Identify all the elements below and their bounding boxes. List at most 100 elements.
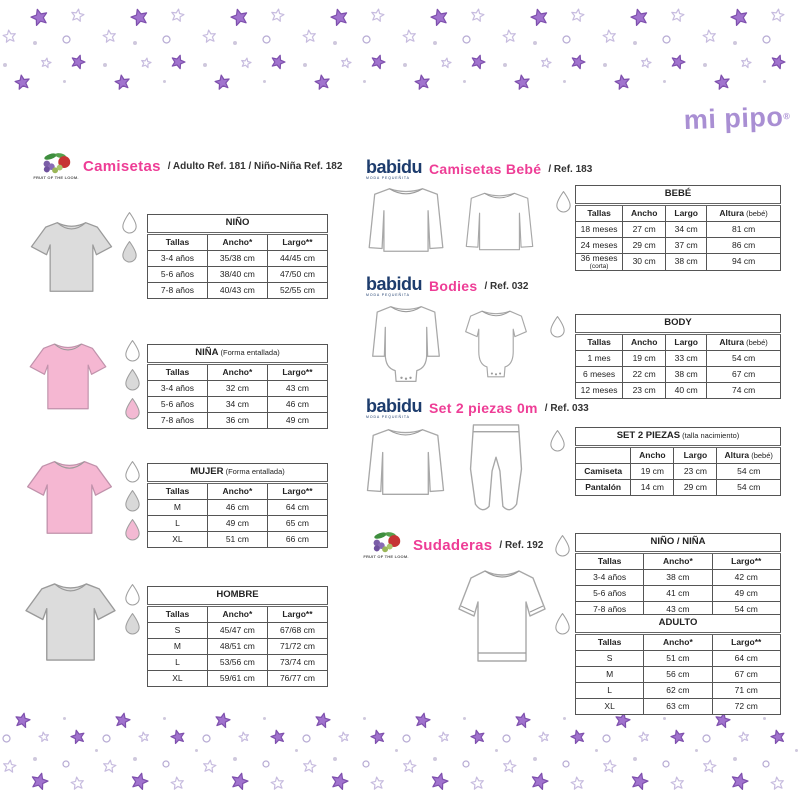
filled-star-icon: [531, 772, 549, 790]
table-row: XL 51 cm 66 cm: [147, 531, 329, 548]
tshirt-mujer-illustration: [26, 461, 113, 534]
size-table: MUJER (Forma entallada) Tallas Ancho* Largo…: [147, 463, 329, 548]
table-row: 18 meses 27 cm 34 cm 81 cm: [574, 221, 781, 238]
table-row: 5-6 años 41 cm 49 cm: [574, 585, 781, 602]
sudaderas-header: FRUIT OF THE LOOM. Sudaderas / Ref. 192: [363, 531, 543, 559]
filled-star-icon: [470, 729, 485, 745]
filled-star-icon: [615, 712, 631, 728]
outline-star-icon: [2, 29, 16, 43]
filled-star-icon: [370, 729, 385, 745]
water-drop-icon: [125, 340, 140, 362]
filled-star-icon: [170, 729, 185, 745]
dot-icon: [103, 63, 107, 67]
water-drop-icon: [555, 535, 570, 557]
circle-icon: [402, 734, 411, 743]
color-drops-sudnino: [553, 534, 572, 558]
circle-icon: [602, 734, 611, 743]
outline-star-icon: [670, 776, 684, 790]
table-row: XL 63 cm 72 cm: [574, 698, 781, 715]
filled-star-icon: [71, 54, 86, 70]
table-row: L 62 cm 71 cm: [574, 682, 781, 699]
table-sudadera-nino: NIÑO / NIÑA Tallas Ancho* Largo** 3-4 años 38…: [574, 533, 781, 618]
filled-star-icon: [730, 8, 748, 26]
dot-icon: [33, 41, 37, 45]
dot-icon: [733, 757, 737, 761]
outline-star-icon: [71, 8, 85, 22]
circle-icon: [102, 734, 111, 743]
filled-star-icon: [571, 54, 586, 70]
table-row: M 48/51 cm 71/72 cm: [147, 638, 329, 655]
color-drops-adulto: [553, 612, 572, 636]
outline-star-icon: [538, 731, 549, 743]
outline-star-icon: [270, 776, 284, 790]
dot-icon: [763, 717, 766, 720]
water-drop-icon: [125, 398, 140, 420]
color-drops-hombre: [123, 583, 142, 636]
dot-icon: [263, 717, 266, 720]
filled-star-icon: [771, 54, 786, 70]
table-title-row: BODY: [575, 314, 781, 335]
set-pants-illustration: [469, 424, 523, 511]
dot-icon: [233, 41, 237, 45]
outline-star-icon: [403, 759, 417, 773]
babidu-wordmark: babidu: [366, 274, 423, 294]
table-header-row: Tallas Ancho* Largo**: [574, 633, 781, 651]
circle-icon: [162, 35, 171, 44]
dot-icon: [633, 757, 637, 761]
outline-star-icon: [641, 57, 652, 69]
table-title-row: SET 2 PIEZAS (talla nacimiento): [575, 427, 781, 448]
outline-star-icon: [770, 776, 784, 790]
outline-star-icon: [638, 731, 649, 743]
tshirt-nina-illustration: [29, 343, 107, 410]
dot-icon: [395, 749, 398, 752]
dot-icon: [95, 749, 98, 752]
filled-star-icon: [331, 772, 349, 790]
color-drops-set: [548, 429, 567, 453]
outline-star-icon: [441, 57, 452, 69]
tshirt-nino-illustration: [30, 222, 113, 292]
fruit-of-the-loom-logo: FRUIT OF THE LOOM.: [363, 531, 408, 559]
outline-star-icon: [741, 57, 752, 69]
outline-star-icon: [70, 776, 84, 790]
table-header-row: Tallas Ancho* Largo**: [574, 552, 781, 570]
dot-icon: [795, 749, 798, 752]
outline-star-icon: [238, 731, 249, 743]
outline-star-icon: [171, 8, 185, 22]
section-title-sudaderas: Sudaderas: [413, 536, 493, 554]
dot-icon: [603, 63, 607, 67]
dot-icon: [763, 80, 766, 83]
water-drop-icon: [125, 613, 140, 635]
outline-star-icon: [370, 776, 384, 790]
babidu-tagline: moda pequeñita: [366, 176, 410, 180]
table-bebe: BEBÉ Tallas Ancho Largo Altura (bebé) 18 mese…: [574, 185, 781, 272]
outline-star-icon: [302, 29, 316, 43]
filled-star-icon: [415, 712, 431, 728]
table-row: Camiseta 19 cm 23 cm 54 cm: [574, 463, 781, 480]
dot-icon: [63, 80, 66, 83]
filled-star-icon: [471, 54, 486, 70]
outline-star-icon: [438, 731, 449, 743]
water-drop-icon: [122, 241, 137, 263]
color-drops-nina: [123, 339, 142, 421]
table-header-row: Tallas Ancho Largo Altura (bebé): [574, 204, 781, 222]
circle-icon: [462, 760, 470, 768]
filled-star-icon: [30, 8, 48, 26]
size-table: SET 2 PIEZAS (talla nacimiento) Ancho Larg…: [574, 427, 781, 496]
filled-star-icon: [330, 8, 348, 26]
section-ref-set: / Ref. 033: [544, 402, 589, 414]
size-table: NIÑO / NIÑA Tallas Ancho* Largo** 3-4 años 38…: [574, 533, 781, 618]
circle-icon: [2, 734, 11, 743]
outline-star-icon: [271, 8, 285, 22]
outline-star-icon: [41, 57, 52, 69]
filled-star-icon: [215, 712, 231, 728]
circle-icon: [502, 734, 511, 743]
table-row: 3-4 años 32 cm 43 cm: [147, 380, 329, 397]
circle-icon: [662, 760, 670, 768]
filled-star-icon: [115, 712, 131, 728]
circle-icon: [362, 760, 370, 768]
circle-icon: [62, 760, 70, 768]
outline-star-icon: [703, 759, 717, 773]
outline-star-icon: [3, 759, 17, 773]
section-ref-camisetas-bebe: / Ref. 183: [548, 163, 593, 175]
table-row: 6 meses 22 cm 38 cm 67 cm: [574, 366, 781, 383]
